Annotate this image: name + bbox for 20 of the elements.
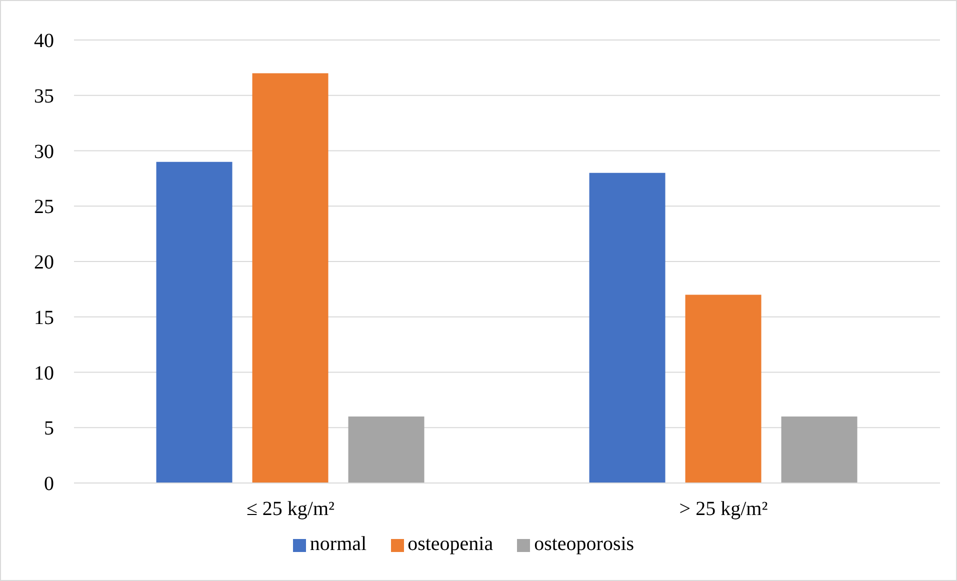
legend-label: osteopenia [408,533,494,555]
x-tick-label: > 25 kg/m² [679,498,768,520]
legend-label: osteoporosis [534,533,634,555]
y-tick-label: 5 [44,418,54,440]
y-tick-label: 10 [34,362,54,384]
y-tick-label: 35 [34,85,54,108]
y-tick-label: 40 [34,30,54,52]
bar [348,416,424,483]
bar [781,416,858,483]
y-tick-label: 20 [34,252,54,274]
bar [685,294,762,483]
legend-label: normal [310,533,367,555]
y-tick-label: 0 [44,473,54,496]
bar [252,73,328,483]
y-tick-label: 30 [34,140,54,163]
x-tick-label: ≤ 25 kg/m² [246,498,335,520]
y-tick-label: 15 [34,306,54,329]
y-tick-label: 25 [34,196,54,218]
bar [156,162,232,483]
bar [589,172,666,483]
